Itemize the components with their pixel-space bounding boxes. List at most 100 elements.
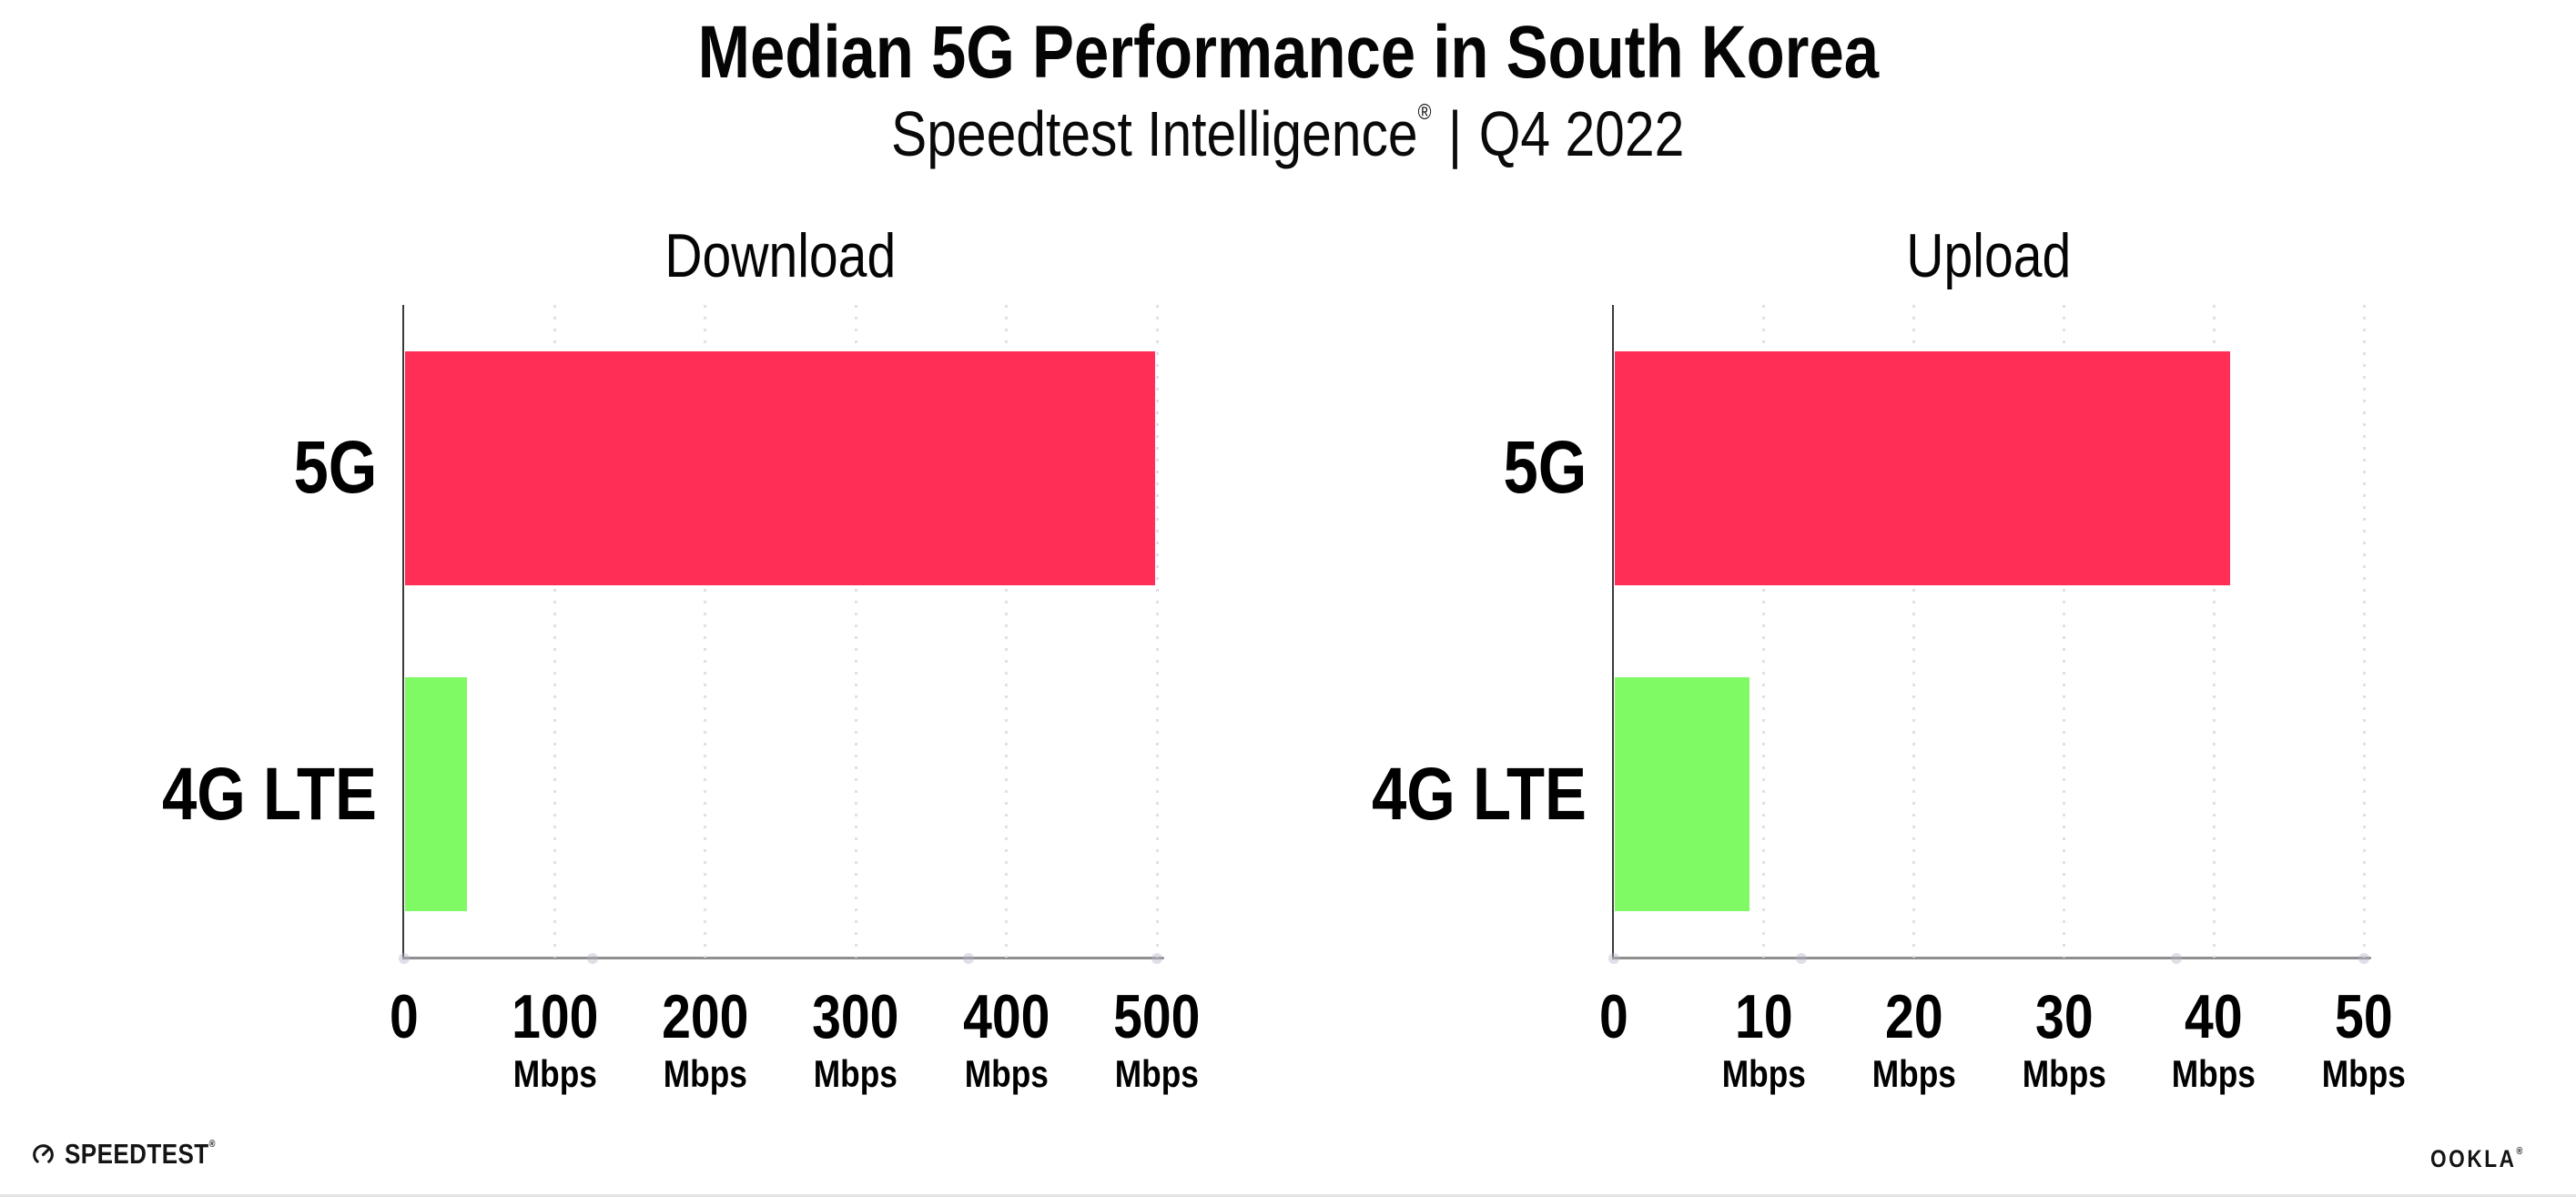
speedtest-wordmark: SPEEDTEST® [65,1138,216,1171]
axis-dot [1796,953,1807,964]
chart-title: Upload [1614,221,2364,290]
ookla-registered-mark: ® [2516,1146,2526,1157]
grid-line [1912,305,1916,958]
tick-label-text: 100 [511,982,599,1051]
x-tick: 0 [1536,985,1691,1049]
tick-label-text: 50 [2335,982,2393,1051]
tick-label: 400 [929,985,1084,1049]
tick-unit-label: Mbps [1837,1052,1992,1096]
tick-label-text: 400 [962,982,1050,1051]
tick-unit-label: Mbps [2136,1052,2291,1096]
grid-line [704,305,707,958]
grid-line [2212,305,2216,958]
tick-label-text: 40 [2185,982,2243,1051]
tick-label: 40 [2136,985,2291,1049]
tick-label: 200 [628,985,783,1049]
y-axis-line [1612,305,1614,959]
x-tick: 50 Mbps [2287,985,2441,1096]
ookla-logo: OOKLA® [2430,1145,2543,1173]
speedtest-text: SPEEDTEST [65,1138,209,1170]
tick-unit-text: Mbps [2321,1052,2407,1095]
tick-label-text: 20 [1884,982,1943,1051]
tick-label: 0 [1536,985,1691,1049]
download-chart: Download 0 100 Mbps 200 Mbps 300 Mbps 400 Mbps 50… [162,221,1201,1095]
axis-dot [1151,953,1162,964]
grid-line [1005,305,1009,958]
y-axis-line [402,305,404,959]
chart-title: Download [404,221,1157,290]
tick-label-text: 30 [2034,982,2094,1051]
tick-unit-label: Mbps [1080,1052,1234,1096]
axis-dot [2171,953,2182,964]
bar-4g-lte [405,677,467,912]
axis-dot [399,953,410,964]
page-title: Median 5G Performance in South Korea [0,11,2576,95]
x-tick: 100 Mbps [477,985,632,1096]
bottom-border [0,1194,2576,1197]
tick-unit-text: Mbps [663,1052,747,1095]
tick-unit-label: Mbps [477,1052,632,1096]
tick-label: 0 [327,985,482,1049]
category-label-4g-lte: 4G LTE [1122,750,1587,839]
grid-line [1762,305,1766,958]
grid-line [854,305,857,958]
x-tick: 400 Mbps [929,985,1084,1096]
tick-label: 10 [1687,985,1841,1049]
tick-unit-label: Mbps [628,1052,783,1096]
x-tick: 40 Mbps [2136,985,2291,1096]
tick-unit-label: Mbps [778,1052,933,1096]
category-label-text: 4G LTE [161,752,377,836]
tick-unit-text: Mbps [1721,1052,1806,1095]
x-axis-line [402,957,1164,959]
tick-label: 30 [1986,985,2141,1049]
bar-5g [405,350,1155,585]
category-label-text: 4G LTE [1371,752,1587,836]
grid-line [2062,305,2065,958]
upload-chart: Upload 0 10 Mbps 20 Mbps 30 Mbps 40 Mbps 50 Mbps 5G… [1372,221,2406,1095]
tick-unit-text: Mbps [1114,1052,1200,1095]
axis-dot [2358,953,2369,964]
x-tick: 10 Mbps [1687,985,1841,1096]
ookla-text: OOKLA [2430,1145,2517,1172]
tick-unit-text: Mbps [1871,1052,1956,1095]
tick-unit-text: Mbps [964,1052,1049,1095]
tick-unit-label: Mbps [1687,1052,1841,1096]
page-title-text: Median 5G Performance in South Korea [697,11,1879,94]
axis-dot [586,953,598,964]
tick-label-text: 300 [812,982,899,1051]
registered-mark: ® [1417,100,1432,125]
x-tick: 200 Mbps [628,985,783,1096]
tick-unit-text: Mbps [2172,1052,2257,1095]
speedtest-gauge-icon [33,1143,54,1165]
category-label-text: 5G [293,426,377,510]
grid-line [553,305,556,958]
tick-label: 20 [1837,985,1992,1049]
x-tick: 300 Mbps [778,985,933,1096]
tick-unit-text: Mbps [2022,1052,2106,1095]
subtitle-brand: Speedtest Intelligence [891,98,1418,169]
category-label-5g: 5G [1122,423,1587,512]
tick-unit-label: Mbps [929,1052,1084,1096]
category-label-text: 5G [1503,426,1587,510]
bar-4g-lte [1615,677,1750,912]
x-tick: 20 Mbps [1837,985,1992,1096]
tick-label-text: 10 [1735,982,1793,1051]
category-label-5g: 5G [0,423,377,512]
x-tick: 30 Mbps [1986,985,2141,1096]
tick-label: 300 [778,985,933,1049]
axis-dot [963,953,975,964]
tick-label-text: 500 [1113,982,1201,1051]
chart-title-text: Download [664,221,897,290]
grid-line [1155,305,1159,958]
grid-line [2362,305,2366,958]
subtitle-period: Q4 2022 [1479,98,1685,169]
tick-label: 50 [2287,985,2441,1049]
x-tick: 500 Mbps [1080,985,1234,1096]
speedtest-registered-mark: ® [208,1139,216,1150]
tick-unit-label: Mbps [2287,1052,2441,1096]
tick-label-text: 0 [1599,982,1628,1051]
tick-unit-text: Mbps [512,1052,597,1095]
tick-label: 100 [477,985,632,1049]
page-subtitle: Speedtest Intelligence® | Q4 2022 [0,95,2576,173]
